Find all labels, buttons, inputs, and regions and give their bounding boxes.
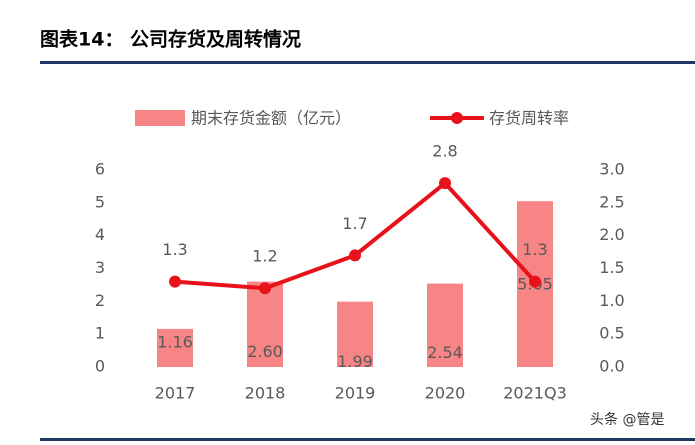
legend-marker (451, 112, 463, 124)
y-tick-label: 6 (95, 160, 105, 179)
chart-title: 图表14： 公司存货及周转情况 (40, 28, 301, 51)
legend-swatch (135, 110, 185, 126)
y2-tick-label: 1.5 (599, 258, 624, 277)
y-tick-label: 2 (95, 291, 105, 310)
bar (157, 328, 193, 367)
bar-value-label: 1.99 (337, 352, 373, 371)
line-point (439, 177, 451, 190)
legend-label: 存货周转率 (489, 109, 569, 128)
line-value-label: 2.8 (432, 142, 457, 161)
watermark: 头条 @管是 (590, 411, 664, 428)
y2-tick-label: 2.0 (599, 225, 624, 244)
line-point (349, 249, 361, 262)
bar-value-label: 2.60 (247, 342, 283, 361)
y-tick-label: 1 (95, 324, 105, 343)
y-tick-label: 4 (95, 225, 105, 244)
x-tick-label: 2017 (155, 384, 196, 403)
title-rule (40, 61, 695, 64)
y2-tick-label: 3.0 (599, 160, 624, 179)
y-tick-label: 0 (95, 357, 105, 376)
line-point (259, 282, 271, 295)
bar-value-label: 2.54 (427, 343, 463, 362)
line (174, 181, 537, 291)
bar-value-label: 1.16 (157, 333, 193, 352)
line-value-label: 1.3 (522, 240, 547, 259)
line-value-label: 1.3 (162, 240, 187, 259)
x-tick-label: 2020 (425, 384, 466, 403)
y2-tick-label: 2.5 (599, 192, 624, 211)
line-point (529, 275, 541, 288)
x-tick-label: 2019 (335, 384, 376, 403)
y-tick-label: 5 (95, 192, 105, 211)
y2-tick-label: 0.5 (599, 324, 624, 343)
legend-label: 期末存货金额（亿元） (191, 109, 351, 128)
x-tick-label: 2018 (245, 384, 286, 403)
y2-tick-label: 0.0 (599, 357, 624, 376)
line-point (169, 275, 181, 288)
y2-tick-label: 1.0 (599, 291, 624, 310)
y-tick-label: 3 (95, 258, 105, 277)
line-value-label: 1.7 (342, 214, 367, 233)
bar (247, 281, 283, 367)
bottom-rule (40, 438, 695, 441)
x-tick-label: 2021Q3 (503, 384, 567, 403)
bar (337, 301, 373, 367)
line-value-label: 1.2 (252, 247, 277, 266)
bar (427, 283, 463, 367)
